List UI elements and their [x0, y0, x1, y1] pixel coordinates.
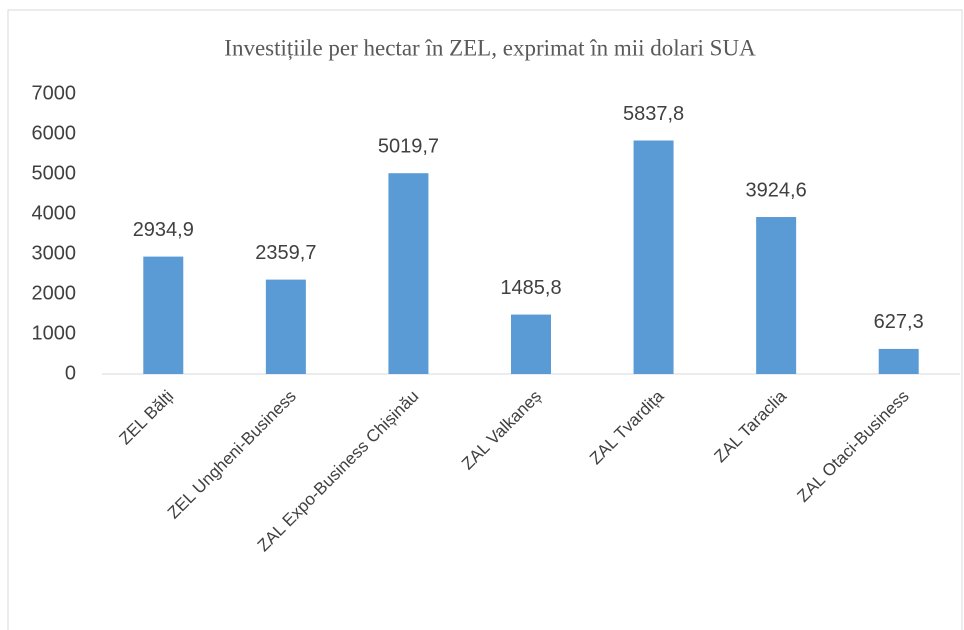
- y-tick-label: 4000: [32, 202, 77, 224]
- bar: [388, 173, 429, 374]
- bar: [265, 279, 306, 374]
- bar: [633, 140, 674, 374]
- y-tick-label: 3000: [32, 242, 77, 264]
- chart-title: Investițiile per hectar în ZEL, exprimat…: [224, 35, 756, 60]
- data-label: 5837,8: [623, 103, 684, 125]
- data-label: 627,3: [874, 311, 924, 333]
- bar: [143, 256, 184, 374]
- data-label: 1485,8: [500, 277, 561, 299]
- y-tick-label: 6000: [32, 122, 77, 144]
- data-label: 5019,7: [378, 135, 439, 157]
- bar: [511, 314, 551, 374]
- data-label: 2359,7: [255, 242, 316, 264]
- y-tick-label: 5000: [32, 162, 77, 184]
- y-tick-label: 1000: [32, 322, 77, 344]
- data-label: 2934,9: [133, 219, 194, 241]
- y-tick-label: 7000: [32, 82, 77, 104]
- bar: [756, 217, 797, 374]
- y-tick-label: 0: [65, 362, 76, 384]
- data-label: 3924,6: [746, 179, 807, 201]
- y-tick-label: 2000: [32, 282, 77, 304]
- bar: [878, 348, 919, 374]
